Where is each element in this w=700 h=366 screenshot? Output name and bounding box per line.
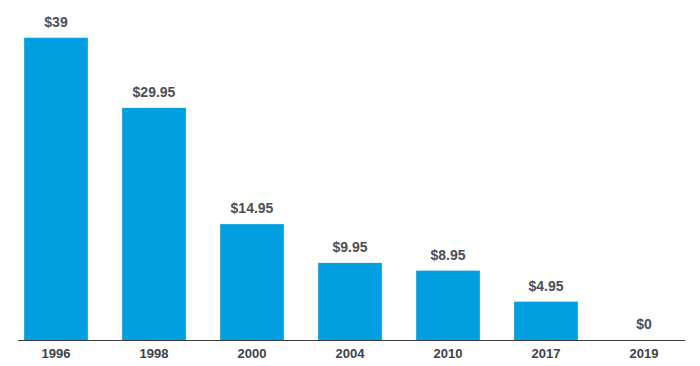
data-label: $39 xyxy=(44,14,68,30)
bar xyxy=(416,271,480,340)
bars xyxy=(24,38,578,340)
data-label: $14.95 xyxy=(231,200,274,216)
data-label: $8.95 xyxy=(430,247,465,263)
bar xyxy=(318,263,382,340)
bar xyxy=(24,38,88,340)
chart: $39 $29.95 $14.95 $9.95 $8.95 $4.95 $0 1996 1998… xyxy=(0,0,700,366)
bar xyxy=(122,108,186,340)
data-label: $0 xyxy=(636,316,652,332)
x-tick-label: 2019 xyxy=(630,346,659,361)
bar xyxy=(220,224,284,340)
data-label: $29.95 xyxy=(133,84,176,100)
data-label: $9.95 xyxy=(332,239,367,255)
data-labels: $39 $29.95 $14.95 $9.95 $8.95 $4.95 $0 xyxy=(44,14,652,332)
data-label: $4.95 xyxy=(528,278,563,294)
x-tick-label: 1996 xyxy=(42,346,71,361)
x-axis: 1996 1998 2000 2004 2010 2017 2019 xyxy=(18,341,685,362)
x-tick-label: 2017 xyxy=(532,346,561,361)
x-tick-label: 2000 xyxy=(238,346,267,361)
x-tick-label: 2004 xyxy=(336,346,366,361)
bar xyxy=(514,302,578,340)
x-tick-label: 1998 xyxy=(140,346,169,361)
baseline xyxy=(18,340,685,341)
x-tick-label: 2010 xyxy=(434,346,463,361)
